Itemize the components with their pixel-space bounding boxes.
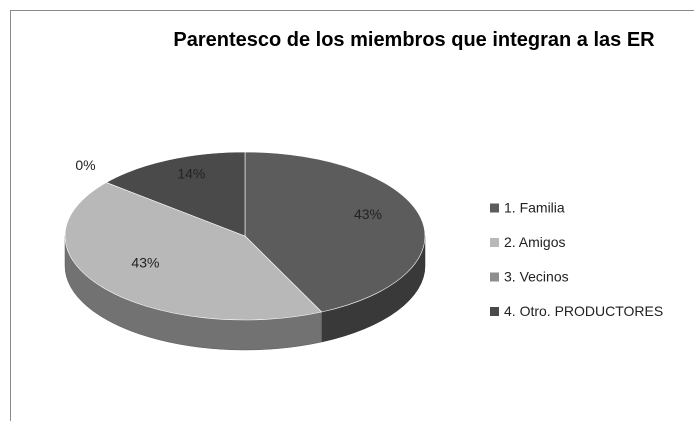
legend-swatch <box>490 307 499 316</box>
pie-slice <box>244 151 426 313</box>
data-label: 43% <box>354 206 382 222</box>
legend-swatch <box>490 272 499 282</box>
pie-slice <box>105 151 246 237</box>
legend-label: 2. Amigos <box>504 234 565 250</box>
legend-label: 3. Vecinos <box>504 269 569 285</box>
chart-title: Parentesco de los miembros que integran … <box>173 29 655 51</box>
pie-slice <box>64 182 323 321</box>
chart-frame <box>10 10 694 421</box>
data-label: 14% <box>177 165 205 181</box>
data-label: 43% <box>131 255 159 271</box>
legend-swatch <box>490 203 499 213</box>
data-label: 0% <box>75 157 95 173</box>
legend-label: 1. Familia <box>504 200 565 216</box>
legend-label: 4. Otro. PRODUCTORES <box>504 303 663 319</box>
legend-swatch <box>490 238 499 247</box>
